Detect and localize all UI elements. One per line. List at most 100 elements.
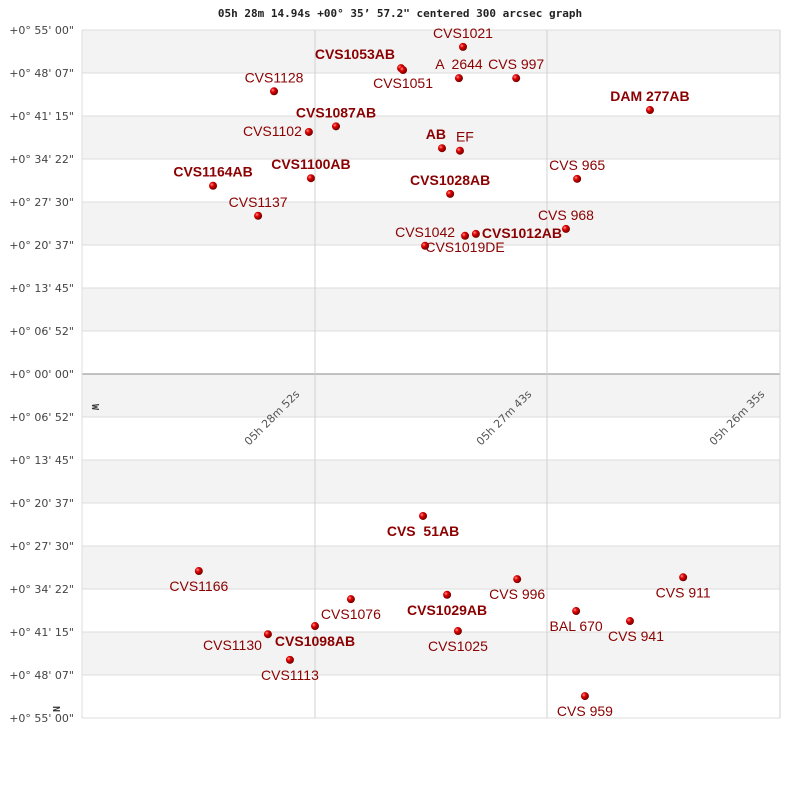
star-cvs1137[interactable]: CVS1137	[229, 194, 288, 220]
star-marker[interactable]	[679, 573, 688, 582]
star-cvs1051[interactable]: CVS1051	[373, 66, 433, 91]
y-tick-label: +0° 20' 37"	[9, 239, 74, 252]
star-marker[interactable]	[419, 511, 428, 520]
chart-title: 05h 28m 14.94s +00° 35’ 57.2" centered 3…	[218, 7, 582, 20]
star-label: CVS 965	[549, 157, 605, 173]
grid-band	[82, 30, 780, 73]
star-label: CVS1130	[203, 637, 262, 653]
star-label: CVS1098AB	[275, 633, 355, 649]
star-cvs1130[interactable]: CVS1130	[203, 630, 272, 653]
star-label: CVS 51AB	[387, 523, 459, 539]
star-cvs1019de[interactable]: CVS1019DE	[425, 231, 505, 255]
star-marker[interactable]	[263, 630, 272, 639]
star-bal-670[interactable]: BAL 670	[550, 607, 603, 634]
star-marker[interactable]	[304, 127, 313, 136]
star-ef[interactable]: EF	[455, 129, 474, 155]
star-cvs-911[interactable]: CVS 911	[656, 573, 711, 600]
grid-band	[82, 73, 780, 116]
star-cvs-968[interactable]: CVS 968	[538, 207, 594, 233]
star-cvs-965[interactable]: CVS 965	[549, 157, 605, 183]
star-marker[interactable]	[306, 174, 315, 183]
star-marker[interactable]	[455, 146, 464, 155]
star-cvs1025[interactable]: CVS1025	[428, 627, 488, 654]
star-cvs1042[interactable]: CVS1042	[395, 224, 455, 250]
grid-band	[82, 202, 780, 245]
star-cvs1102[interactable]: CVS1102	[243, 123, 313, 139]
star-label: CVS1137	[229, 194, 288, 210]
star-label: BAL 670	[550, 618, 603, 634]
star-marker[interactable]	[561, 224, 570, 233]
star-ab[interactable]: AB	[426, 126, 447, 153]
star-cvs1100ab[interactable]: CVS1100AB	[271, 156, 351, 183]
y-tick-label: +0° 41' 15"	[9, 110, 74, 123]
grid-band	[82, 288, 780, 331]
star-marker[interactable]	[346, 595, 355, 604]
star-marker[interactable]	[421, 241, 430, 250]
star-marker[interactable]	[285, 655, 294, 664]
grid-band	[82, 116, 780, 159]
star-marker[interactable]	[461, 231, 470, 240]
star-marker[interactable]	[453, 627, 462, 636]
star-cvs1076[interactable]: CVS1076	[321, 595, 381, 622]
star-marker[interactable]	[645, 106, 654, 115]
star-marker[interactable]	[270, 87, 279, 96]
star-marker[interactable]	[512, 74, 521, 83]
star-a-2644[interactable]: A 2644	[435, 56, 483, 83]
y-tick-label: +0° 20' 37"	[9, 497, 74, 510]
star-marker[interactable]	[459, 42, 468, 51]
star-cvs1166[interactable]: CVS1166	[169, 567, 228, 594]
star-marker[interactable]	[454, 74, 463, 83]
star-label: CVS 968	[538, 207, 594, 223]
star-marker[interactable]	[209, 181, 218, 190]
star-cvs1113[interactable]: CVS1113	[261, 655, 319, 683]
star-marker[interactable]	[625, 617, 634, 626]
star-cvs-996[interactable]: CVS 996	[489, 575, 545, 602]
star-marker[interactable]	[513, 575, 522, 584]
star-cvs1021[interactable]: CVS1021	[433, 25, 493, 51]
star-label: AB	[426, 126, 446, 142]
star-cvs1098ab[interactable]: CVS1098AB	[275, 622, 355, 649]
star-cvs1012ab[interactable]: CVS1012AB	[471, 225, 562, 241]
star-label: CVS1053AB	[315, 46, 395, 62]
star-dam-277ab[interactable]: DAM 277AB	[610, 88, 690, 115]
star-cvs-51ab[interactable]: CVS 51AB	[387, 511, 459, 539]
grid-band	[82, 331, 780, 374]
star-cvs-959[interactable]: CVS 959	[557, 692, 613, 719]
star-marker[interactable]	[438, 144, 447, 153]
star-marker[interactable]	[443, 590, 452, 599]
grid-band	[82, 460, 780, 503]
star-cvs1164ab[interactable]: CVS1164AB	[173, 164, 253, 190]
y-tick-label: +0° 48' 07"	[9, 67, 74, 80]
star-marker[interactable]	[254, 211, 263, 220]
star-marker[interactable]	[572, 607, 581, 616]
star-marker[interactable]	[580, 692, 589, 701]
north-direction-label: N	[52, 706, 63, 712]
grid-band	[82, 245, 780, 288]
star-cvs1087ab[interactable]: CVS1087AB	[296, 104, 376, 131]
star-cvs-941[interactable]: CVS 941	[608, 617, 664, 644]
star-label: CVS 997	[488, 56, 544, 72]
star-label: CVS1076	[321, 606, 381, 622]
star-label: CVS1100AB	[271, 156, 350, 172]
grid-band	[82, 675, 780, 718]
star-label: CVS1025	[428, 638, 488, 654]
grid-lines	[81, 29, 781, 719]
grid-band	[82, 159, 780, 202]
star-marker[interactable]	[399, 66, 408, 75]
y-tick-label: +0° 55' 00"	[9, 712, 74, 725]
star-marker[interactable]	[471, 229, 480, 238]
star-cvs-997[interactable]: CVS 997	[488, 56, 544, 83]
star-marker[interactable]	[194, 567, 203, 576]
y-tick-label: +0° 34' 22"	[9, 583, 74, 596]
star-label: CVS1113	[261, 667, 319, 683]
y-axis: +0° 55' 00" +0° 48' 07" +0° 41' 15" +0° 34'…	[9, 24, 74, 725]
star-marker[interactable]	[311, 622, 319, 631]
star-cvs1029ab[interactable]: CVS1029AB	[407, 590, 487, 618]
star-cvs1028ab[interactable]: CVS1028AB	[410, 172, 490, 198]
star-marker[interactable]	[331, 122, 340, 131]
star-marker[interactable]	[446, 189, 455, 198]
star-cvs1128[interactable]: CVS1128	[245, 69, 304, 96]
star-marker[interactable]	[573, 174, 582, 183]
grid-band	[82, 417, 780, 460]
grid-bands	[82, 30, 780, 718]
